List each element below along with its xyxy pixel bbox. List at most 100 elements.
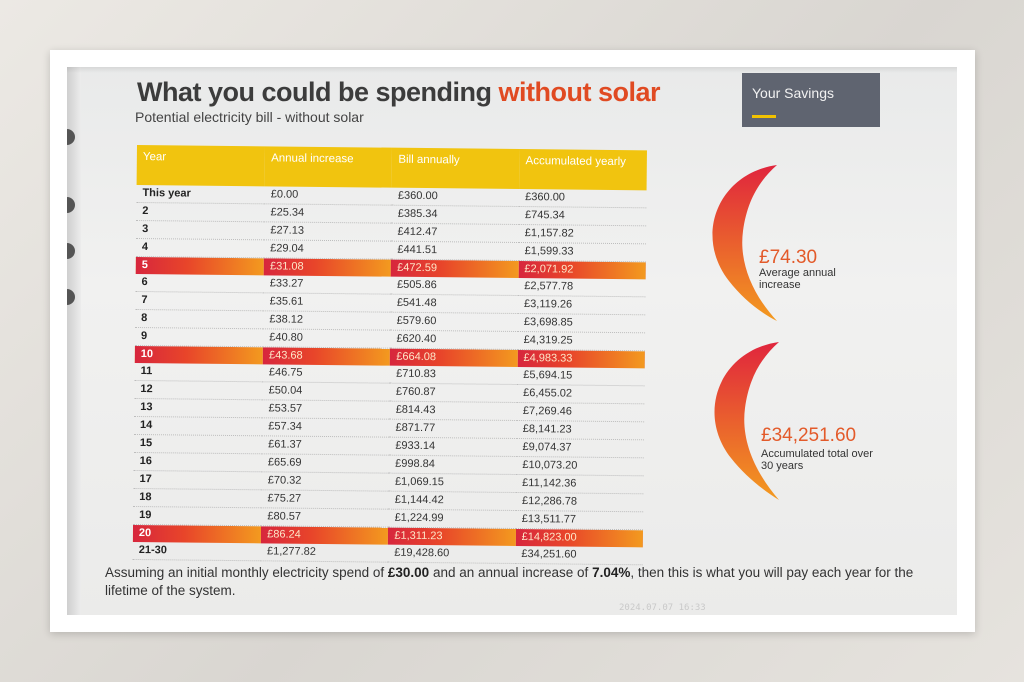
cell-accumulated-yearly: £4,319.25 xyxy=(517,331,646,351)
cell-bill-annually: £1,311.23 xyxy=(388,527,516,546)
cell-accumulated-yearly: £12,286.78 xyxy=(515,492,644,512)
cell-bill-annually: £998.84 xyxy=(389,455,517,475)
cell-year: 10 xyxy=(134,345,264,365)
average-increase-caption: Average annual increase xyxy=(759,267,836,291)
cell-year: 15 xyxy=(133,434,263,454)
accumulated-total-caption: Accumulated total over 30 years xyxy=(761,448,873,472)
cell-year: 7 xyxy=(135,291,264,311)
cell-year: This year xyxy=(136,184,265,204)
cell-bill-annually: £1,144.42 xyxy=(388,491,517,511)
cell-year: 18 xyxy=(133,488,262,508)
table-header-row: Year Annual increase Bill annually Accum… xyxy=(136,145,647,191)
cell-annual-increase: £25.34 xyxy=(264,203,392,224)
cell-bill-annually: £1,224.99 xyxy=(388,509,516,529)
cell-year: 4 xyxy=(135,238,265,258)
cell-annual-increase: £80.57 xyxy=(261,507,389,528)
cell-accumulated-yearly: £10,073.20 xyxy=(516,456,644,476)
cell-bill-annually: £505.86 xyxy=(390,276,519,296)
cell-year: 2 xyxy=(136,202,265,222)
binder-hole xyxy=(67,197,75,213)
cell-annual-increase: £38.12 xyxy=(263,310,391,331)
cell-year: 19 xyxy=(133,506,262,526)
cell-annual-increase: £33.27 xyxy=(263,275,392,295)
your-savings-box: Your Savings xyxy=(742,73,880,127)
cell-year: 5 xyxy=(135,256,265,276)
cell-bill-annually: £933.14 xyxy=(389,437,517,457)
cell-year: 13 xyxy=(134,398,263,418)
cell-year: 3 xyxy=(136,220,265,240)
cell-bill-annually: £541.48 xyxy=(390,294,519,314)
cell-year: 21-30 xyxy=(132,541,262,561)
cell-year: 12 xyxy=(134,380,263,400)
cell-accumulated-yearly: £9,074.37 xyxy=(516,438,644,458)
bill-table-wrap: Year Annual increase Bill annually Accum… xyxy=(132,145,667,566)
cell-accumulated-yearly: £3,119.26 xyxy=(517,295,646,315)
cell-annual-increase: £65.69 xyxy=(261,453,390,474)
cell-bill-annually: £620.40 xyxy=(390,330,518,350)
cell-year: 9 xyxy=(134,327,264,347)
cell-annual-increase: £31.08 xyxy=(263,257,392,277)
accumulated-total-value: £34,251.60 xyxy=(761,425,857,446)
column-header-bill-annually: Bill annually xyxy=(392,147,520,190)
title-accent: without solar xyxy=(498,77,661,107)
cell-accumulated-yearly: £745.34 xyxy=(518,206,647,226)
table-body: This year £0.00 £360.00 £360.00 2 £25.34 £385.… xyxy=(132,184,647,565)
column-header-annual-increase: Annual increase xyxy=(264,146,393,188)
cell-annual-increase: £86.24 xyxy=(261,525,389,545)
cell-accumulated-yearly: £360.00 xyxy=(519,189,647,208)
cell-accumulated-yearly: £5,694.15 xyxy=(517,366,645,386)
cell-annual-increase: £61.37 xyxy=(262,435,390,456)
cell-bill-annually: £385.34 xyxy=(391,205,520,225)
your-savings-label: Your Savings xyxy=(752,85,834,101)
footnote-spend: £30.00 xyxy=(387,565,430,580)
cell-annual-increase: £70.32 xyxy=(261,471,390,492)
cell-annual-increase: £53.57 xyxy=(262,399,390,420)
binder-edge xyxy=(67,67,81,615)
cell-year: 11 xyxy=(134,362,263,382)
cell-annual-increase: £40.80 xyxy=(263,328,391,349)
cell-bill-annually: £814.43 xyxy=(389,401,518,421)
cell-accumulated-yearly: £14,823.00 xyxy=(515,528,643,548)
cell-accumulated-yearly: £34,251.60 xyxy=(515,545,643,565)
cell-annual-increase: £1,277.82 xyxy=(260,543,389,563)
footnote-rate: 7.04% xyxy=(592,565,631,580)
cell-bill-annually: £1,069.15 xyxy=(388,473,517,493)
arc-icon-total xyxy=(714,342,779,500)
footnote-text: , then this is what you will pay each ye… xyxy=(105,565,914,598)
document-photo: What you could be spending without solar… xyxy=(67,67,957,615)
arc-icon-average xyxy=(712,165,777,321)
cell-bill-annually: £710.83 xyxy=(390,365,518,385)
timestamp-watermark: 2024.07.07 16:33 xyxy=(619,603,706,613)
cell-year: 6 xyxy=(135,273,264,293)
footnote-text: Assuming an initial monthly electricity … xyxy=(105,565,388,580)
cell-bill-annually: £472.59 xyxy=(391,259,519,279)
cell-year: 17 xyxy=(133,470,262,490)
cell-bill-annually: £360.00 xyxy=(391,187,520,207)
page-subtitle: Potential electricity bill - without sol… xyxy=(135,109,364,125)
cell-annual-increase: £75.27 xyxy=(261,489,389,510)
binder-hole xyxy=(67,243,75,259)
cell-accumulated-yearly: £8,141.23 xyxy=(516,420,645,440)
cell-bill-annually: £664.08 xyxy=(390,348,518,367)
cell-bill-annually: £579.60 xyxy=(390,312,518,332)
cell-annual-increase: £29.04 xyxy=(264,239,392,260)
footnote-text: and an annual increase of xyxy=(429,565,593,580)
cell-bill-annually: £412.47 xyxy=(391,223,519,243)
cell-year: 8 xyxy=(135,309,264,329)
savings-underline xyxy=(752,115,776,118)
cell-year: 20 xyxy=(132,524,262,544)
title-main: What you could be spending xyxy=(137,77,499,107)
average-increase-value: £74.30 xyxy=(759,247,818,268)
column-header-year: Year xyxy=(136,145,266,187)
cell-annual-increase: £50.04 xyxy=(262,381,391,402)
cell-accumulated-yearly: £1,599.33 xyxy=(518,242,646,262)
page-title: What you could be spending without solar xyxy=(137,77,660,108)
binder-hole xyxy=(67,289,75,305)
shadow xyxy=(67,67,957,73)
cell-accumulated-yearly: £11,142.36 xyxy=(516,474,644,494)
cell-annual-increase: £43.68 xyxy=(262,346,391,366)
cell-bill-annually: £760.87 xyxy=(389,383,518,403)
cell-accumulated-yearly: £1,157.82 xyxy=(518,224,647,244)
cell-accumulated-yearly: £2,071.92 xyxy=(518,260,646,280)
cell-year: 16 xyxy=(133,452,263,472)
